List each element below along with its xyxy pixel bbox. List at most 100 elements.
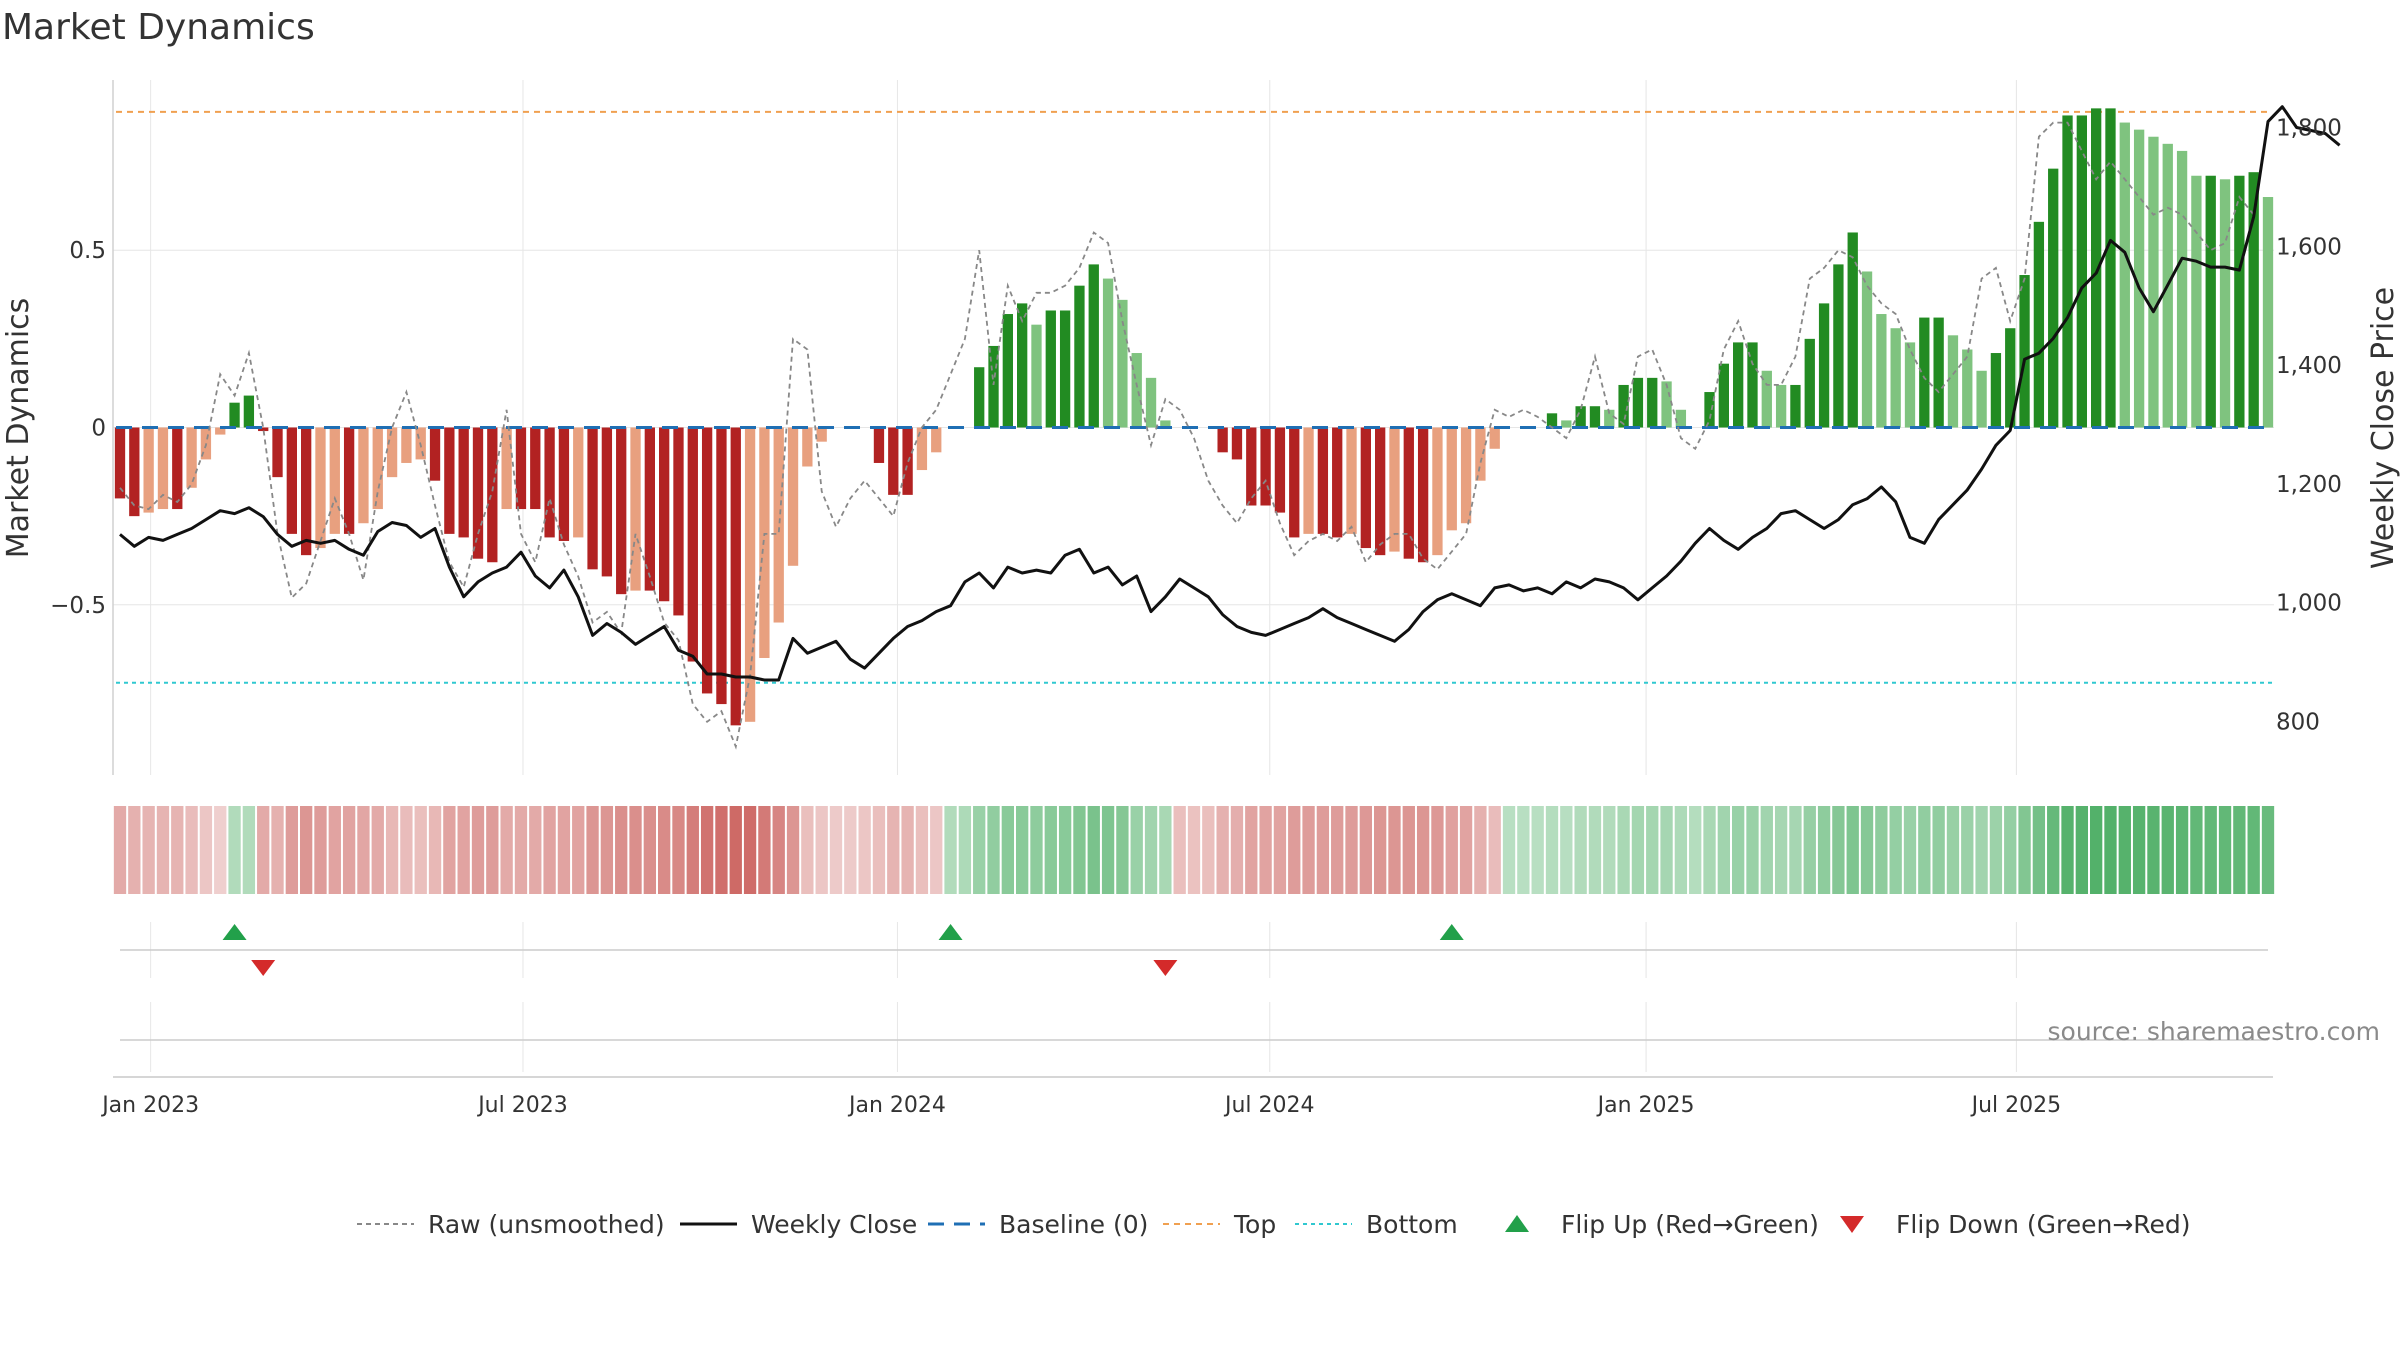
- regime-band-cell: [285, 806, 298, 894]
- regime-band-cell: [1603, 806, 1616, 894]
- market-dynamics-bar: [272, 427, 283, 478]
- market-dynamics-bar: [1059, 310, 1071, 428]
- regime-band-cell: [242, 806, 256, 894]
- legend-label: Top: [1233, 1210, 1276, 1239]
- left-axis-ticks: 0.5 0 −0.5: [50, 238, 106, 619]
- right-axis-ticks: 800 1,000 1,200 1,400 1,600 1,800: [2276, 116, 2342, 736]
- regime-band-cell: [1918, 806, 1931, 894]
- market-dynamics-bar: [1933, 317, 1944, 428]
- regime-band-cell: [557, 806, 571, 894]
- bar-series: [114, 108, 2274, 726]
- x-tick-label: Jan 2024: [847, 1093, 946, 1118]
- market-dynamics-bar: [1589, 406, 1601, 428]
- regime-band-cell: [328, 806, 341, 894]
- market-dynamics-bar: [1618, 384, 1629, 428]
- market-dynamics-bar: [1375, 427, 1386, 556]
- regime-band-cell: [1187, 806, 1201, 894]
- flip-markers: [222, 924, 1464, 976]
- regime-band-cell: [1631, 806, 1645, 894]
- market-dynamics-bar: [1031, 324, 1042, 428]
- market-dynamics-bar: [372, 427, 383, 510]
- market-dynamics-bar: [1675, 409, 1687, 428]
- market-dynamics-bar: [1460, 427, 1472, 524]
- market-dynamics-bar: [1360, 427, 1371, 549]
- right-tick-label: 800: [2276, 710, 2320, 736]
- legend-label: Bottom: [1366, 1210, 1458, 1239]
- market-dynamics-bar: [1847, 232, 1858, 428]
- regime-band-cell: [1273, 806, 1287, 894]
- market-dynamics-bar: [1962, 349, 1973, 428]
- market-dynamics-bar: [888, 427, 899, 495]
- market-dynamics-bar: [1546, 413, 1558, 428]
- regime-band-cell: [1445, 806, 1458, 894]
- regime-band-cell: [915, 806, 929, 894]
- market-dynamics-bar: [2091, 108, 2102, 428]
- regime-band-cell: [357, 806, 370, 894]
- regime-band-cell: [2261, 806, 2275, 894]
- regime-band-cell: [2204, 806, 2217, 894]
- regime-band-cell: [1374, 806, 1387, 894]
- flip-up-marker: [222, 924, 247, 940]
- regime-band-cell: [1488, 806, 1501, 894]
- regime-band-cell: [1903, 806, 1917, 894]
- market-dynamics-bar: [1045, 310, 1056, 428]
- market-dynamics-bar: [1904, 342, 1916, 428]
- market-dynamics-bar: [1475, 427, 1486, 481]
- main-panel: 0.5 0 −0.5 800 1,000 1,200 1,400 1,600 1,800 Ma…: [1, 80, 2400, 775]
- regime-band-cell: [271, 806, 284, 894]
- regime-band-cell: [1875, 806, 1888, 894]
- regime-band-cell: [715, 806, 728, 894]
- market-dynamics-bar: [2033, 221, 2045, 428]
- regime-band-cell: [700, 806, 714, 894]
- market-dynamics-bar: [1704, 392, 1715, 428]
- regime-band-cell: [1689, 806, 1702, 894]
- regime-band-cell: [1416, 806, 1430, 894]
- market-dynamics-bar: [630, 427, 641, 591]
- regime-band-cell: [2161, 806, 2174, 894]
- regime-band-cell: [1717, 806, 1730, 894]
- legend-swatch: [1505, 1215, 1529, 1232]
- regime-band-cell: [1789, 806, 1802, 894]
- left-tick-label: 0.5: [69, 238, 106, 264]
- regime-band-cell: [2118, 806, 2131, 894]
- regime-band-cell: [1159, 806, 1172, 894]
- flip-up-marker: [1439, 924, 1464, 940]
- market-dynamics-bar: [530, 427, 541, 510]
- regime-band-cell: [1001, 806, 1014, 894]
- regime-band-cell: [2218, 806, 2232, 894]
- market-dynamics-bar: [601, 427, 613, 577]
- regime-band-cell: [1560, 806, 1573, 894]
- regime-band-cell: [2032, 806, 2046, 894]
- regime-band-cell: [901, 806, 914, 894]
- line-series: [119, 105, 2341, 750]
- regime-band-cell: [844, 806, 857, 894]
- regime-band-cell: [2018, 806, 2031, 894]
- regime-band-cell: [1946, 806, 1960, 894]
- market-dynamics-bar: [157, 427, 169, 510]
- market-dynamics-bar: [1246, 427, 1257, 506]
- regime-band-cell: [1975, 806, 1988, 894]
- regime-band-cell: [572, 806, 585, 894]
- regime-band-cell: [2061, 806, 2074, 894]
- market-dynamics-bar: [1604, 409, 1615, 428]
- legend-item: Baseline (0): [928, 1210, 1148, 1239]
- regime-band-cell: [1087, 806, 1100, 894]
- market-dynamics-bar: [444, 427, 455, 534]
- regime-band-cell: [600, 806, 614, 894]
- regime-band-cell: [586, 806, 599, 894]
- market-dynamics-bar: [186, 427, 197, 488]
- market-dynamics-bar: [787, 427, 799, 566]
- legend-item: Top: [1163, 1210, 1276, 1239]
- regime-band-cell: [1402, 806, 1415, 894]
- left-tick-label: −0.5: [50, 593, 106, 619]
- market-dynamics-bar: [472, 427, 484, 559]
- legend-item: Weekly Close: [680, 1210, 917, 1239]
- market-dynamics-bar: [1661, 381, 1672, 428]
- regime-band-cell: [185, 806, 198, 894]
- regime-band-cell: [1531, 806, 1544, 894]
- market-dynamics-bar: [2133, 129, 2145, 428]
- market-dynamics-bar: [1561, 420, 1572, 428]
- regime-band-cell: [872, 806, 886, 894]
- regime-band-cell: [772, 806, 785, 894]
- regime-band-cell: [815, 806, 828, 894]
